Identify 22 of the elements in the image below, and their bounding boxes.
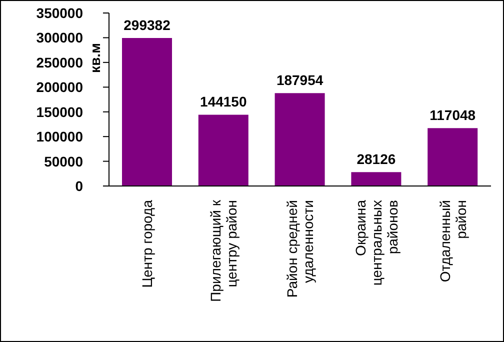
bar [351,172,402,186]
y-axis-title: кв.м [87,43,103,73]
x-tick-label: Прилегающий к центру район [208,199,240,302]
data-label: 299382 [124,17,171,34]
bar [122,38,172,186]
data-label: 187954 [276,72,324,88]
data-label: 117048 [430,107,476,124]
y-tick-label: 300000 [36,30,84,46]
x-tick-label: Центр города [139,200,156,288]
bar [274,93,325,186]
y-tick-label: 0 [75,178,84,194]
y-tick-label: 250000 [36,54,84,70]
y-tick-label: 200000 [36,79,84,96]
y-tick-label: 350000 [36,4,84,21]
bar [198,114,248,186]
data-label: 144150 [200,94,247,110]
y-tick-label: 150000 [36,104,84,120]
x-tick-label: Отдаленный район [436,200,469,282]
y-tick-label: 100000 [36,128,84,145]
data-label: 28126 [356,151,396,168]
y-tick-label: 50000 [44,153,84,170]
bar [428,128,478,186]
